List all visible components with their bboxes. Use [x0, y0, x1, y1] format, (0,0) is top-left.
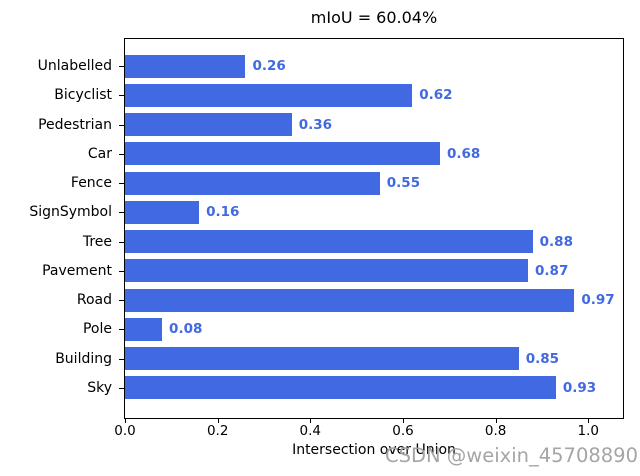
x-tick-label: 0.4	[299, 423, 322, 439]
bar-value-label: 0.08	[169, 321, 203, 338]
bar	[125, 347, 519, 371]
bar	[125, 376, 556, 400]
watermark: CSDN @weixin_45708890	[385, 444, 638, 467]
bar	[125, 317, 163, 341]
x-tick-label: 1.0	[577, 423, 600, 439]
bar	[125, 54, 246, 78]
bar	[125, 230, 533, 254]
y-tick-mark	[119, 124, 124, 126]
bar	[125, 259, 529, 283]
y-tick-label: Building	[55, 350, 112, 367]
y-tick-mark	[119, 212, 124, 214]
bar-value-label: 0.97	[581, 292, 615, 309]
y-tick-mark	[119, 270, 124, 272]
bar-value-label: 0.93	[562, 379, 597, 396]
y-tick-mark	[119, 153, 124, 155]
x-tick-label: 0.6	[392, 423, 414, 439]
bar-value-label: 0.68	[447, 145, 481, 162]
y-tick-label: Unlabelled	[37, 58, 112, 74]
bar	[125, 83, 413, 107]
bar	[125, 200, 200, 224]
bar-value-label: 0.87	[535, 262, 569, 279]
x-tick-mark	[125, 419, 126, 423]
y-tick-mark	[119, 241, 124, 243]
bar-value-label: 0.85	[525, 350, 560, 367]
y-axis-labels: Unlabelled Bicyclist Pedestrian Car Fence Sig…	[0, 39, 112, 420]
bar-value-label: 0.62	[419, 87, 453, 104]
bar-value-label: 0.36	[298, 116, 333, 133]
y-tick-label: Road	[76, 292, 112, 309]
y-tick-mark	[119, 66, 124, 67]
bar	[125, 171, 380, 195]
y-tick-label: Sky	[87, 379, 112, 396]
y-tick-mark	[119, 183, 124, 185]
x-tick-mark	[588, 419, 589, 423]
bar	[125, 113, 292, 137]
x-tick-mark	[310, 419, 311, 423]
bar-value-label: 0.55	[386, 175, 421, 192]
y-tick-mark	[119, 387, 124, 389]
y-tick-mark	[119, 95, 124, 97]
y-tick-mark	[119, 300, 124, 302]
y-tick-mark	[119, 358, 124, 360]
bar-value-label: 0.88	[539, 233, 573, 250]
y-tick-label: Pedestrian	[38, 116, 112, 133]
y-tick-label: Fence	[70, 175, 112, 192]
bar	[125, 142, 440, 166]
y-tick-label: Car	[87, 145, 112, 162]
plot-area: 0.26 0.62 0.36 0.68 0.55 0.16 0.88 0.87 0.97 0.08…	[124, 38, 624, 419]
bar-value-label: 0.16	[206, 204, 240, 221]
x-tick-mark	[496, 419, 497, 423]
y-tick-label: SignSymbol	[29, 204, 112, 221]
y-tick-label: Tree	[82, 233, 112, 250]
x-tick-mark	[403, 419, 404, 423]
y-tick-label: Pavement	[42, 262, 112, 279]
y-tick-mark	[119, 329, 124, 331]
chart-title: mIoU = 60.04%	[310, 8, 438, 27]
x-tick-label: 0.0	[114, 423, 136, 439]
x-tick-mark	[218, 419, 219, 423]
x-axis-label: Intersection over Union	[292, 442, 456, 458]
x-tick-label: 0.2	[206, 423, 229, 439]
bar	[125, 288, 575, 312]
x-tick-label: 0.8	[484, 423, 507, 439]
bar-value-label: 0.26	[252, 58, 286, 74]
y-tick-label: Pole	[82, 321, 112, 338]
y-tick-label: Bicyclist	[54, 87, 112, 104]
